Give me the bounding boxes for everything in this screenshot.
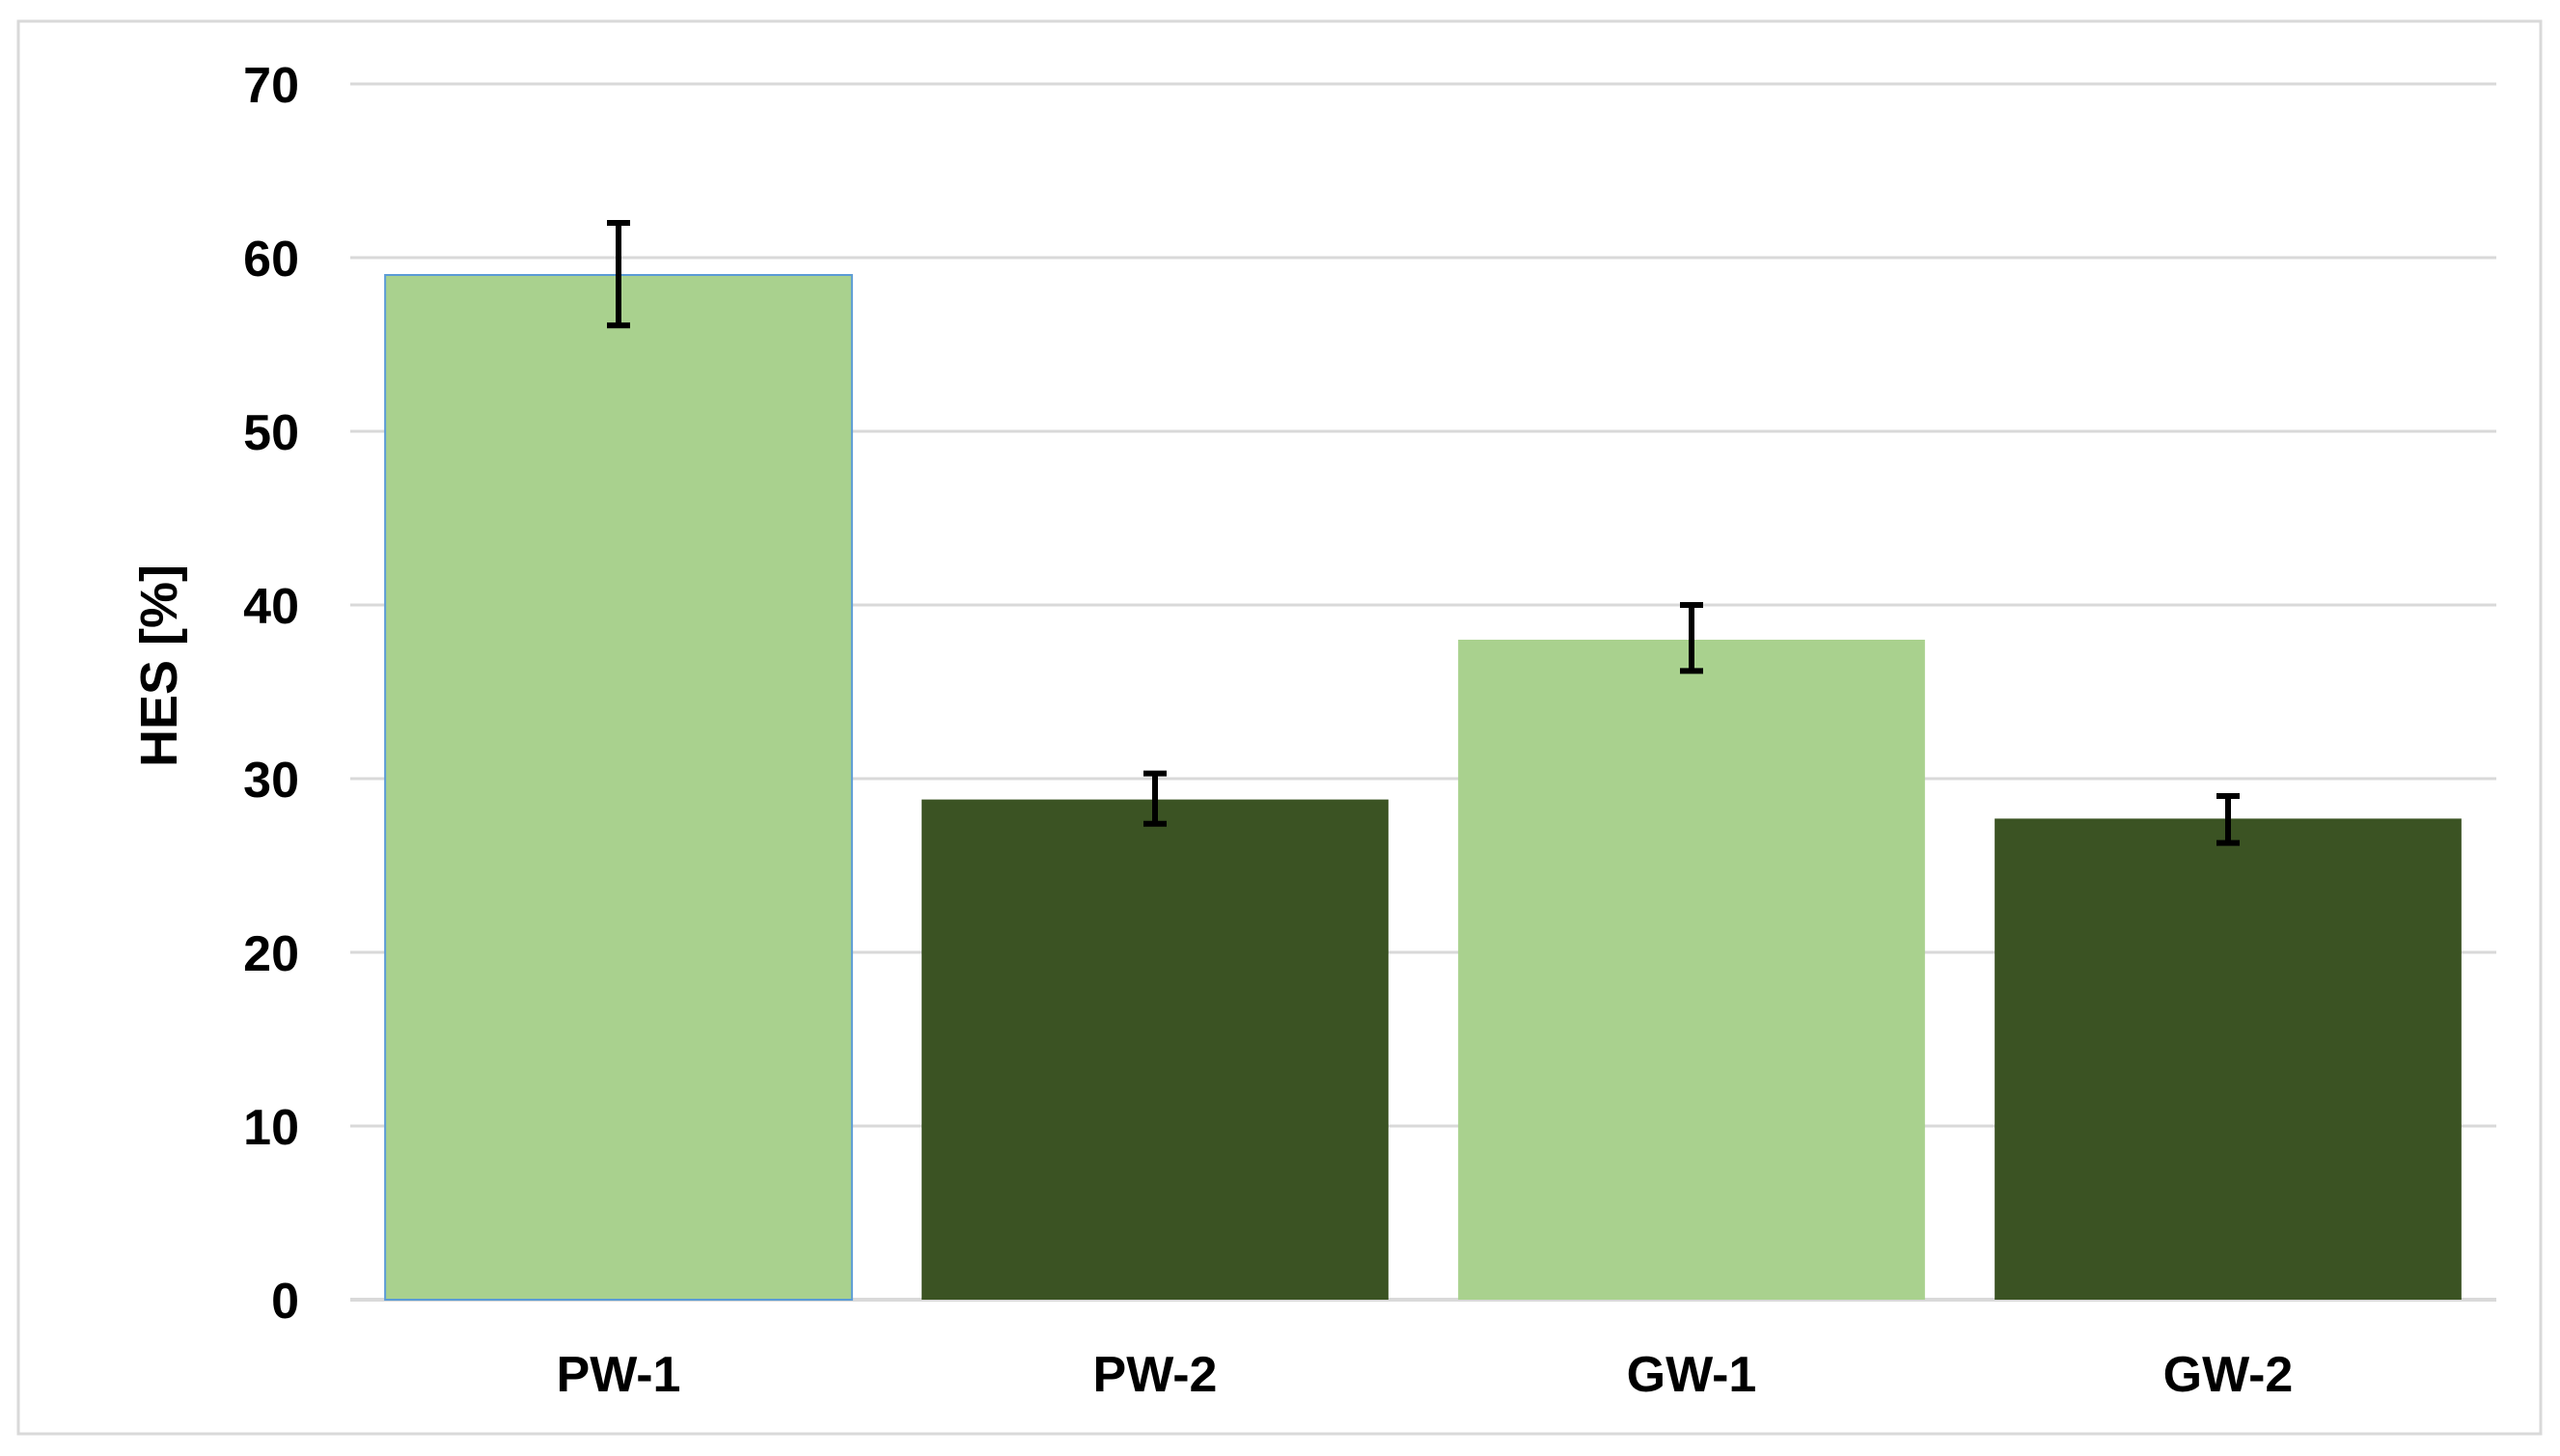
y-tick-label: 70 (243, 58, 299, 114)
x-tick-label-gw-1: GW-1 (1627, 1347, 1757, 1403)
x-tick-label-pw-1: PW-1 (557, 1347, 681, 1403)
y-axis-label: HES [%] (130, 564, 188, 767)
x-tick-label-pw-2: PW-2 (1093, 1347, 1218, 1403)
y-tick-label: 10 (243, 1100, 299, 1156)
x-tick-labels: PW-1 PW-2 GW-1 GW-2 (557, 1347, 2294, 1403)
error-bar-pw-1 (607, 220, 630, 329)
error-bar-gw-1 (1680, 602, 1703, 674)
bar-pw-2 (922, 799, 1389, 1300)
y-tick-labels: 0 10 20 30 40 50 60 70 (243, 58, 299, 1330)
error-bar-pw-2 (1143, 770, 1167, 827)
y-tick-label: 60 (243, 232, 299, 288)
x-tick-label-gw-2: GW-2 (2163, 1347, 2294, 1403)
y-tick-label: 40 (243, 579, 299, 635)
bar-gw-1 (1458, 640, 1925, 1300)
y-tick-label: 50 (243, 405, 299, 461)
y-tick-label: 0 (271, 1274, 299, 1330)
bars (384, 274, 2462, 1301)
error-bars (607, 220, 2240, 846)
bar-pw-1 (384, 274, 853, 1301)
bar-gw-2 (1995, 818, 2462, 1300)
error-bar-gw-2 (2216, 793, 2240, 846)
y-tick-label: 20 (243, 926, 299, 982)
y-tick-label: 30 (243, 753, 299, 809)
